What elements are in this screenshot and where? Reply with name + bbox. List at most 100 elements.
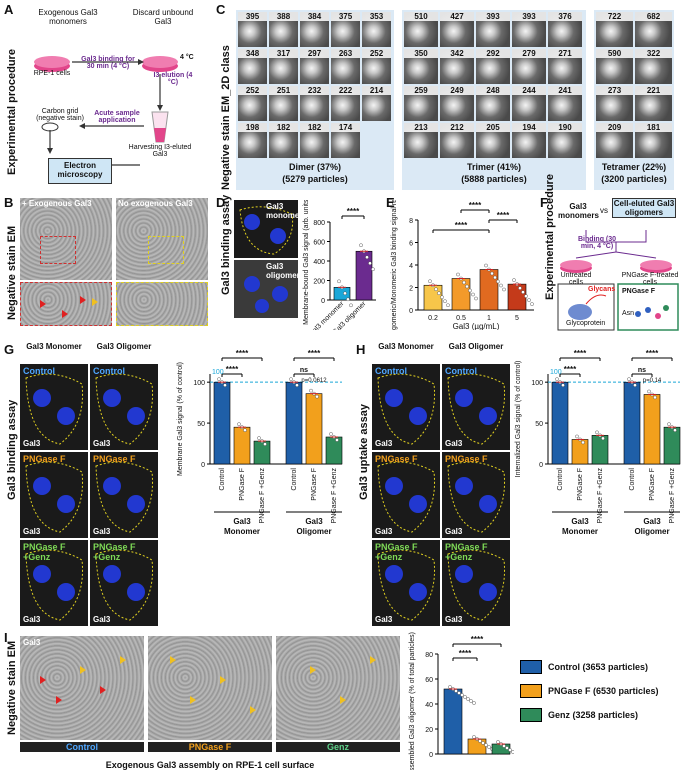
data-point (493, 275, 497, 280)
panel-a-side-label: Experimental procedure (6, 49, 18, 175)
class-average: 722 (596, 12, 633, 47)
class-average: 510 (404, 12, 438, 47)
data-point (349, 303, 353, 308)
panel-f-glycans: Glycans (588, 286, 616, 293)
y-axis-label: Membrane-bound Gal3 signal (arb. units) (303, 200, 310, 325)
data-point (462, 280, 466, 285)
panel-d-img-top (234, 200, 298, 258)
data-point (478, 739, 482, 743)
class-count: 376 (548, 12, 582, 21)
panel-b-right-title: No exogenous Gal3 (118, 199, 193, 208)
panel-h-col2: Gal3 Oligomer (448, 342, 504, 351)
class-average: 375 (331, 12, 360, 47)
y-axis-label: Membrane Gal3 signal (% of control) (177, 362, 184, 476)
panel-a-discard: Discard unbound Gal3 (132, 8, 194, 26)
y-tick-label: 8 (409, 218, 413, 225)
panel-i-label-control: Control (20, 742, 144, 752)
micrograph: Control Gal3 (20, 364, 88, 450)
data-point (315, 394, 319, 399)
panel-g-col1: Gal3 Monomer (26, 342, 82, 351)
micrograph-gal3-tag: Gal3 (93, 439, 111, 448)
micrograph: PNGase F +Genz Gal3 (442, 540, 510, 626)
class-count: 263 (331, 49, 360, 58)
panel-d-img-top-label: Gal3 monomer (266, 202, 303, 220)
x-axis-label: Gal3 (µg/mL) (453, 322, 500, 330)
micrograph-gal3-tag: Gal3 (445, 439, 463, 448)
class-average: 181 (635, 123, 672, 158)
panel-f-letter: F (540, 195, 548, 210)
class-count: 510 (404, 12, 438, 21)
micrograph-condition-label: Control (93, 366, 125, 376)
bar (233, 426, 251, 465)
data-point (428, 279, 432, 284)
class-average: 213 (404, 123, 438, 158)
data-point (337, 279, 341, 284)
data-point (502, 287, 506, 292)
panel-c-tetramer-grid: 722 682 590 322 273 221 209 181 (594, 10, 674, 160)
class-count: 209 (596, 123, 633, 132)
legend-item: Genz (3258 particles) (520, 708, 680, 722)
panel-d-side-label: Gal3 binding assay (220, 194, 232, 295)
data-point (454, 689, 458, 693)
y-tick-label: 0 (539, 462, 543, 469)
data-point (289, 377, 293, 381)
class-average: 682 (635, 12, 672, 47)
panel-f-oligomers: Cell-eluted Gal3 oligomers (612, 198, 676, 218)
data-point (457, 691, 461, 695)
data-point (581, 440, 585, 445)
panel-c-dimer-particles: (5279 particles) (282, 174, 348, 184)
x-tick-label: PNGase F +Genz (597, 468, 604, 524)
class-average: 252 (362, 49, 391, 84)
data-point (484, 743, 488, 747)
data-point (601, 436, 605, 441)
data-point (343, 291, 347, 296)
class-average: 182 (300, 123, 329, 158)
micrograph-gal3-tag: Gal3 (23, 439, 41, 448)
data-point (487, 745, 491, 749)
data-point (295, 383, 299, 387)
x-tick-label: Control (291, 468, 298, 491)
micrograph-condition-label: PNGase F (375, 454, 418, 464)
panel-i-img-pngase (148, 636, 272, 740)
group-label: Oligomer (296, 527, 331, 536)
panel-g-side-label: Gal3 binding assay (6, 399, 18, 500)
y-tick-label: 100 (531, 380, 543, 387)
micrograph-gal3-tag: Gal3 (93, 615, 111, 624)
data-point (346, 297, 350, 302)
bar (423, 284, 443, 311)
class-average: 249 (440, 86, 474, 121)
panel-b-right-roi (148, 236, 184, 264)
class-average: 252 (238, 86, 267, 121)
panel-h-chart: 0 50 100 Internalized Gal3 signal (% of con… (515, 349, 681, 536)
data-point (561, 383, 565, 387)
bar (451, 278, 471, 311)
class-count: 297 (300, 49, 329, 58)
class-average: 353 (362, 12, 391, 47)
class-average: 194 (512, 123, 546, 158)
bar (305, 393, 323, 465)
class-count: 317 (269, 49, 298, 58)
y-tick-label: 0 (201, 462, 205, 469)
data-point (329, 432, 333, 436)
significance-label: **** (347, 207, 360, 216)
class-average: 317 (269, 49, 298, 84)
class-average: 190 (548, 123, 582, 158)
data-point (443, 299, 447, 304)
legend-label: Control (3653 particles) (548, 662, 649, 672)
bar (663, 426, 681, 465)
panel-f-pngase: PNGase F (622, 288, 656, 295)
significance-label: **** (564, 365, 577, 374)
data-point (243, 428, 247, 432)
micrograph-condition-label: Control (23, 366, 55, 376)
micrograph-gal3-tag: Gal3 (93, 527, 111, 536)
data-point (465, 284, 469, 289)
class-count: 353 (362, 12, 391, 21)
data-point (434, 287, 438, 292)
micrograph: PNGase F +Genz Gal3 (20, 540, 88, 626)
x-tick-label: 0.2 (428, 315, 438, 322)
class-count: 384 (300, 12, 329, 21)
data-point (511, 750, 514, 754)
y-tick-label: 40 (425, 702, 433, 709)
panel-a-cells: RPE-1 cells (33, 70, 71, 77)
micrograph-gal3-tag: Gal3 (23, 527, 41, 536)
